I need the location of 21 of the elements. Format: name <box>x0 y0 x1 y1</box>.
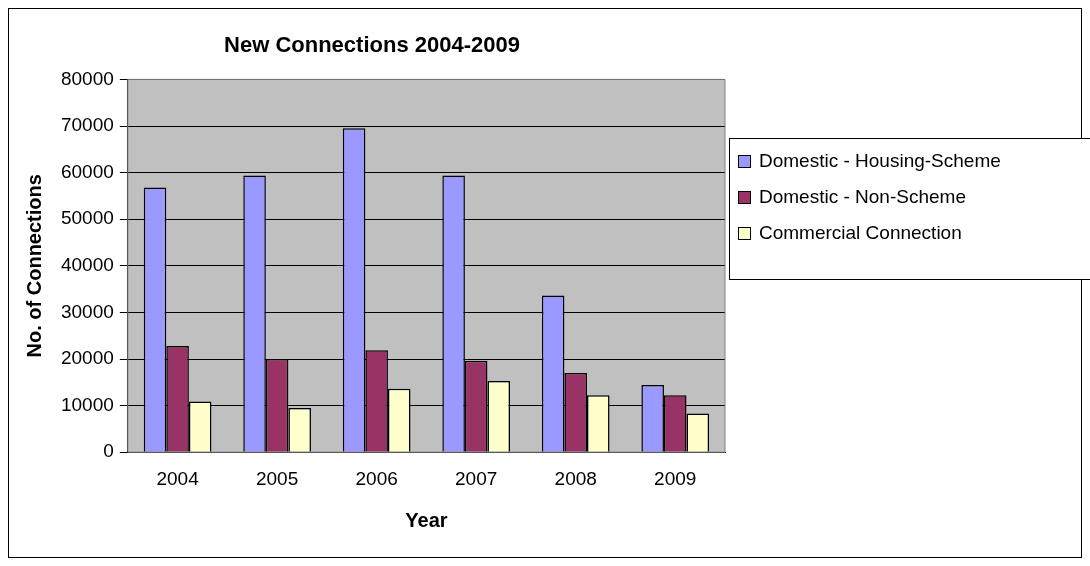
x-tick-label: 2005 <box>255 467 299 489</box>
y-tick-label: 80000 <box>60 67 114 89</box>
y-tick-label: 20000 <box>60 347 114 369</box>
chart-title: New Connections 2004-2009 <box>224 32 520 58</box>
legend-label: Commercial Connection <box>759 221 963 245</box>
y-tick-label: 60000 <box>60 160 114 182</box>
x-tick-label: 2006 <box>355 467 398 489</box>
y-tick-label: 30000 <box>60 300 114 322</box>
x-tick-label: 2009 <box>654 467 697 489</box>
y-tick-label: 10000 <box>60 393 114 415</box>
x-tick-label: 2007 <box>455 467 498 489</box>
legend-label: Domestic - Housing-Scheme <box>759 149 1002 173</box>
legend-label: Domestic - Non-Scheme <box>759 185 967 209</box>
y-axis-title: No. of Connections <box>22 174 45 358</box>
y-tick-label: 50000 <box>60 207 114 229</box>
x-tick-label: 2004 <box>156 467 200 489</box>
y-tick-label: 0 <box>103 440 114 462</box>
y-tick-label: 70000 <box>60 114 114 136</box>
x-axis-title: Year <box>405 508 448 531</box>
y-tick-label: 40000 <box>60 254 114 276</box>
x-tick-label: 2008 <box>554 467 597 489</box>
